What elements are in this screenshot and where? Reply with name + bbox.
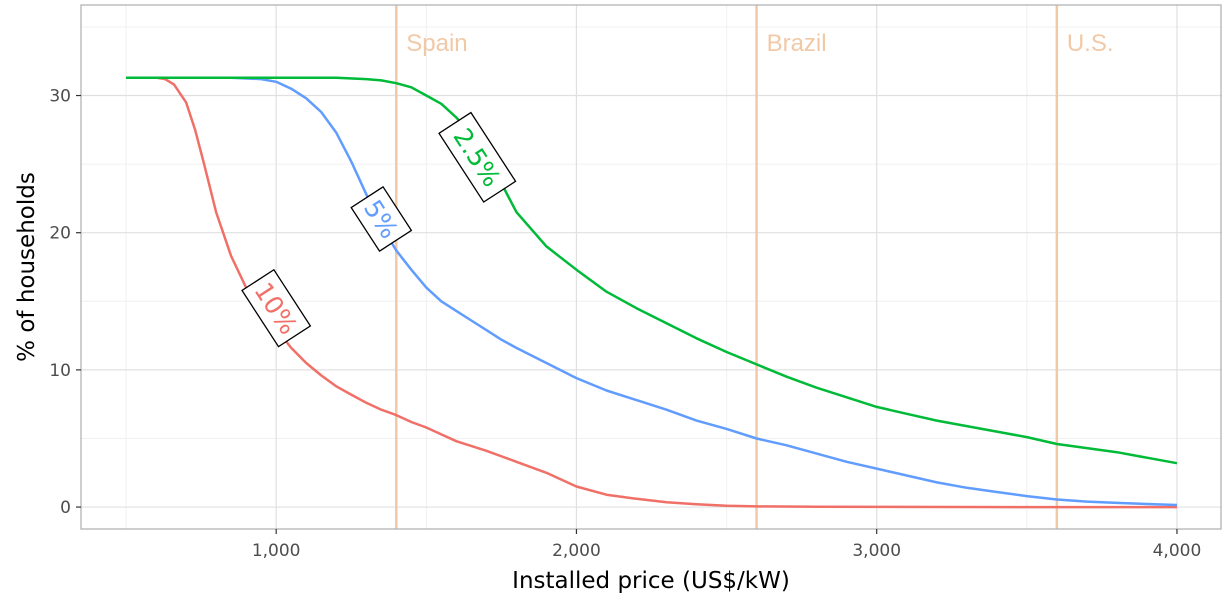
series-label: 10% [241,268,312,348]
y-tick-label: 0 [60,498,71,518]
series-line [126,76,1178,465]
x-tick-label: 3,000 [852,541,901,561]
series-line [126,76,1178,507]
y-axis-title: % of households [14,172,40,362]
reference-line-label: Brazil [767,30,827,57]
series-label: 2.5% [438,111,517,203]
reference-line-label: Spain [406,30,467,57]
x-tick-label: 1,000 [252,541,301,561]
y-tick-label: 20 [49,224,71,244]
x-tick-label: 2,000 [552,541,601,561]
y-tick-label: 30 [49,87,71,107]
reference-line-label: U.S. [1067,30,1114,57]
reference-lines-layer: Spain Brazil U.S. [395,5,1114,529]
series-label-box [241,268,312,348]
x-axis-title: Installed price (US$/kW) [512,568,790,594]
series-label-box [438,111,517,203]
series-label: 5% [350,185,413,253]
panel-border [80,4,1222,530]
series-line [126,76,1177,509]
series-label-box [350,185,413,253]
y-tick-label: 10 [49,361,71,381]
series-layer [126,76,1178,509]
series-labels-layer: 10% 5% 2.5% [241,111,517,348]
x-tick-label: 4,000 [1153,541,1202,561]
axis-layer: 1,000 2,000 3,000 4,000 0 10 20 30 [49,4,1222,561]
grid-layer [81,5,1222,529]
